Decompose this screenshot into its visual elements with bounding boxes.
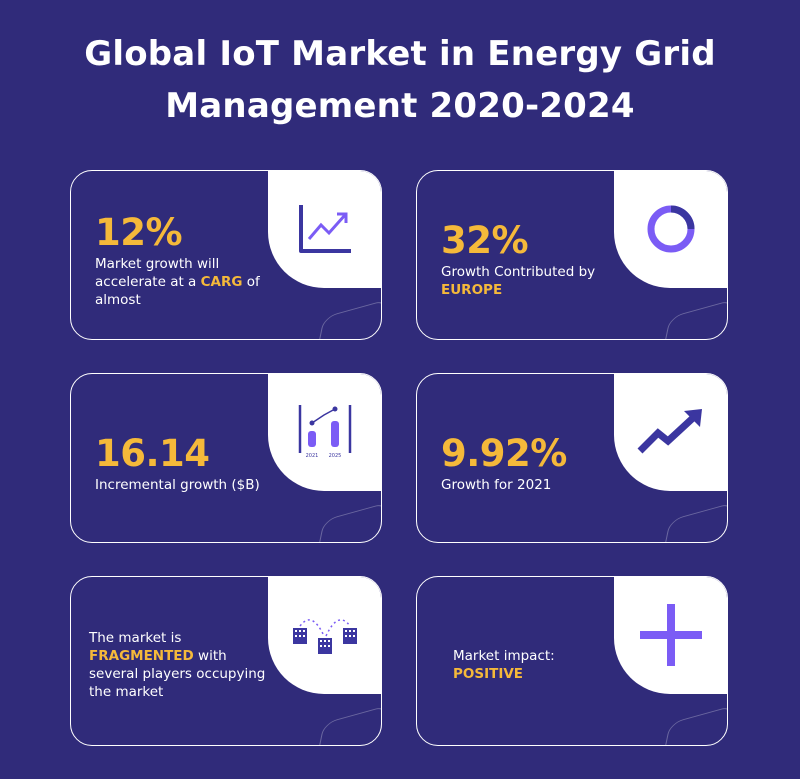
stat-description: The market is FRAGMENTED with several pl…	[89, 630, 266, 700]
card-icon-panel	[614, 374, 727, 491]
stat-card-market-impact: Market impact: POSITIVE	[416, 576, 728, 746]
buildings-icon	[293, 619, 357, 654]
stat-description: Incremental growth ($B)	[95, 477, 260, 493]
stat-description: Growth Contributed by EUROPE	[441, 264, 596, 298]
bar-growth-chart-icon: 2021 2025	[298, 405, 352, 459]
donut-chart-icon	[647, 205, 695, 253]
trend-arrow-icon	[637, 409, 702, 454]
card-icon-panel	[268, 577, 381, 694]
highlight-text: FRAGMENTED	[89, 648, 194, 664]
stat-card-europe: 32% Growth Contributed by EUROPE	[416, 170, 728, 340]
highlight-text: CARG	[200, 274, 243, 290]
stat-value: 16.14	[95, 432, 210, 475]
line-chart-icon	[299, 205, 351, 253]
card-icon-panel	[614, 171, 727, 288]
decorative-shape	[315, 705, 381, 745]
stat-card-incremental-growth: 2021 2025 16.14 Incremental growth ($B)	[70, 373, 382, 543]
stat-description: Growth for 2021	[441, 477, 552, 493]
stat-description: Market growth will accelerate at a CARG …	[95, 256, 260, 308]
stat-value: 32%	[441, 219, 529, 262]
decorative-shape	[315, 299, 381, 339]
plus-icon	[640, 604, 702, 666]
decorative-shape	[661, 502, 727, 542]
highlight-text: EUROPE	[441, 282, 503, 298]
highlight-text: POSITIVE	[453, 666, 524, 682]
icon-label-right: 2025	[329, 453, 342, 459]
decorative-shape	[661, 705, 727, 745]
stat-description: Market impact: POSITIVE	[453, 647, 633, 683]
icon-label-left: 2021	[306, 453, 319, 459]
stat-card-fragmented: The market is FRAGMENTED with several pl…	[70, 576, 382, 746]
page-title: Global IoT Market in Energy Grid Managem…	[0, 28, 800, 132]
card-icon-panel	[268, 171, 381, 288]
card-icon-panel: 2021 2025	[268, 374, 381, 491]
stat-card-market-growth: 12% Market growth will accelerate at a C…	[70, 170, 382, 340]
decorative-shape	[661, 299, 727, 339]
decorative-shape	[315, 502, 381, 542]
title-line-2: Management 2020-2024	[165, 86, 635, 126]
stat-value: 12%	[95, 211, 183, 254]
title-line-1: Global IoT Market in Energy Grid	[84, 34, 716, 74]
card-icon-panel	[614, 577, 727, 694]
stat-value: 9.92%	[441, 432, 567, 475]
stat-card-growth-2021: 9.92% Growth for 2021	[416, 373, 728, 543]
